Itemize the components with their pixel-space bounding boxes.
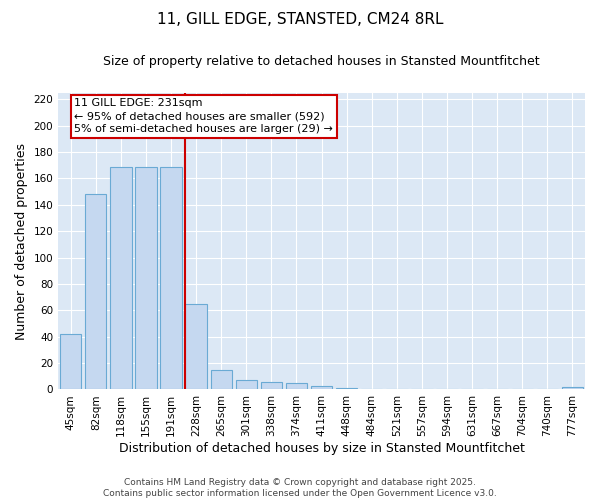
Bar <box>286 383 307 390</box>
Bar <box>160 166 182 390</box>
Y-axis label: Number of detached properties: Number of detached properties <box>15 142 28 340</box>
Bar <box>211 370 232 390</box>
Bar <box>110 166 131 390</box>
X-axis label: Distribution of detached houses by size in Stansted Mountfitchet: Distribution of detached houses by size … <box>119 442 524 455</box>
Bar <box>60 334 82 390</box>
Title: Size of property relative to detached houses in Stansted Mountfitchet: Size of property relative to detached ho… <box>103 55 540 68</box>
Bar <box>136 166 157 390</box>
Bar <box>261 382 282 390</box>
Bar <box>236 380 257 390</box>
Bar <box>85 194 106 390</box>
Text: Contains HM Land Registry data © Crown copyright and database right 2025.
Contai: Contains HM Land Registry data © Crown c… <box>103 478 497 498</box>
Bar <box>336 388 358 390</box>
Text: 11 GILL EDGE: 231sqm
← 95% of detached houses are smaller (592)
5% of semi-detac: 11 GILL EDGE: 231sqm ← 95% of detached h… <box>74 98 334 134</box>
Bar <box>185 304 207 390</box>
Bar <box>562 387 583 390</box>
Text: 11, GILL EDGE, STANSTED, CM24 8RL: 11, GILL EDGE, STANSTED, CM24 8RL <box>157 12 443 28</box>
Bar <box>311 386 332 390</box>
